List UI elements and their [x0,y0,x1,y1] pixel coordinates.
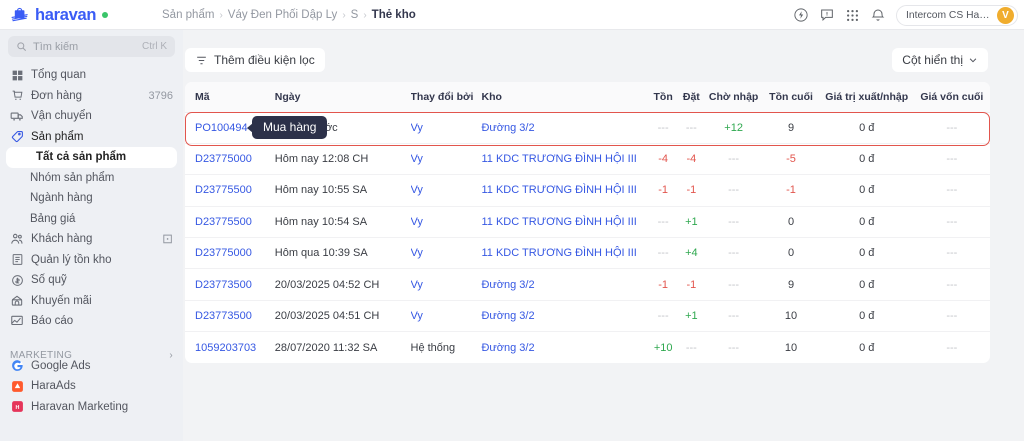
svg-text:H: H [15,405,19,411]
